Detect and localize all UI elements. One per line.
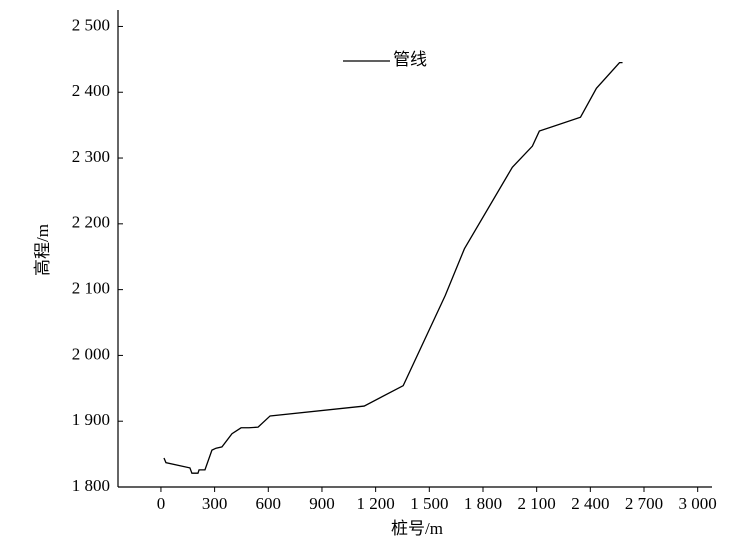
x-tick-label: 1 200 xyxy=(357,494,395,513)
y-tick-label: 2 000 xyxy=(72,344,110,363)
y-tick-label: 2 500 xyxy=(72,15,110,34)
line xyxy=(163,61,623,474)
x-tick-label: 300 xyxy=(202,494,228,513)
x-tick-label: 600 xyxy=(256,494,282,513)
x-tick-label: 0 xyxy=(157,494,166,513)
x-tick-label: 1 500 xyxy=(410,494,448,513)
y-tick-label: 2 100 xyxy=(72,279,110,298)
y-tick-label: 2 400 xyxy=(72,81,110,100)
x-tick-label: 2 400 xyxy=(571,494,609,513)
y-tick-label: 1 800 xyxy=(72,476,110,495)
y-tick-label: 2 200 xyxy=(72,213,110,232)
x-tick-label: 900 xyxy=(309,494,335,513)
y-tick-label: 2 300 xyxy=(72,147,110,166)
x-tick-label: 3 000 xyxy=(679,494,717,513)
x-axis-label: 桩号/m xyxy=(391,519,443,538)
x-tick-label: 2 700 xyxy=(625,494,663,513)
x-tick-label: 2 100 xyxy=(518,494,556,513)
y-tick-label: 1 900 xyxy=(72,410,110,429)
y-axis-label: 高程/m xyxy=(33,224,52,276)
legend-label: 管线 xyxy=(393,50,427,69)
x-tick-label: 1 800 xyxy=(464,494,502,513)
